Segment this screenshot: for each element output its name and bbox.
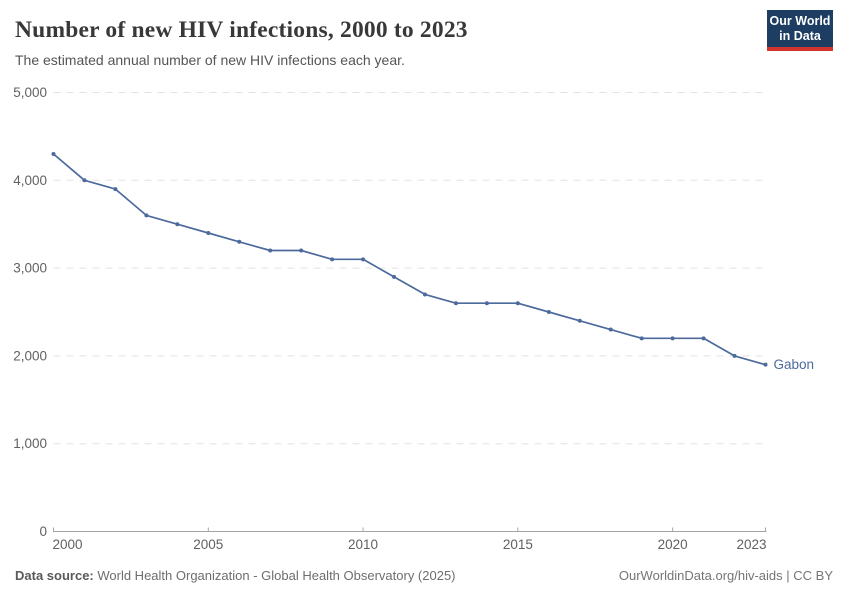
data-point (299, 248, 304, 253)
data-point (546, 310, 551, 314)
data-point (670, 336, 675, 341)
y-axis-labels: 0 1,000 2,000 3,000 4,000 5,000 (13, 85, 47, 539)
x-tick-label: 2020 (658, 537, 688, 552)
data-point (144, 213, 149, 218)
x-tick-label: 2010 (348, 537, 378, 552)
owid-logo-line2: in Data (779, 28, 821, 43)
chart-subtitle: The estimated annual number of new HIV i… (15, 52, 405, 68)
data-point (608, 327, 613, 332)
y-tick-label: 2,000 (13, 348, 47, 363)
chart-footer: Data source: World Health Organization -… (15, 568, 833, 584)
data-series (51, 151, 768, 367)
series-line (52, 153, 767, 366)
data-point (175, 222, 180, 227)
data-point (330, 257, 335, 262)
y-tick-label: 4,000 (13, 173, 47, 188)
x-axis: 2000 2005 2010 2015 2020 2023 (53, 527, 767, 552)
x-tick-label: 2023 (736, 537, 766, 552)
owid-logo-line1: Our World (769, 14, 831, 28)
y-tick-label: 3,000 (13, 261, 47, 276)
data-point (515, 301, 520, 306)
data-point (113, 187, 118, 192)
data-point (484, 301, 489, 306)
data-point (639, 336, 644, 341)
data-point (206, 230, 211, 235)
x-tick-label: 2005 (193, 537, 223, 552)
data-point (453, 301, 458, 306)
data-point (237, 239, 242, 244)
series-end-label: Gabon (774, 357, 815, 372)
data-source: Data source: World Health Organization -… (15, 568, 456, 584)
y-tick-label: 5,000 (13, 85, 47, 100)
data-point (422, 292, 427, 297)
data-point (51, 151, 56, 156)
data-point (82, 178, 87, 183)
data-point (577, 318, 582, 323)
gridlines (53, 92, 767, 445)
owid-logo: Our World in Data (767, 10, 833, 51)
data-point (732, 353, 737, 358)
x-tick-label: 2000 (53, 537, 83, 552)
data-source-text: World Health Organization - Global Healt… (93, 568, 456, 583)
data-point (361, 257, 366, 262)
y-tick-label: 0 (39, 524, 47, 539)
y-tick-label: 1,000 (13, 436, 47, 451)
data-source-label: Data source: (15, 568, 94, 583)
chart-title: Number of new HIV infections, 2000 to 20… (15, 17, 468, 43)
data-point (701, 336, 706, 341)
data-point (392, 274, 397, 279)
license-credit: OurWorldinData.org/hiv-aids | CC BY (618, 568, 833, 583)
data-point (763, 362, 768, 367)
data-point (268, 248, 273, 253)
x-tick-label: 2015 (503, 537, 533, 552)
